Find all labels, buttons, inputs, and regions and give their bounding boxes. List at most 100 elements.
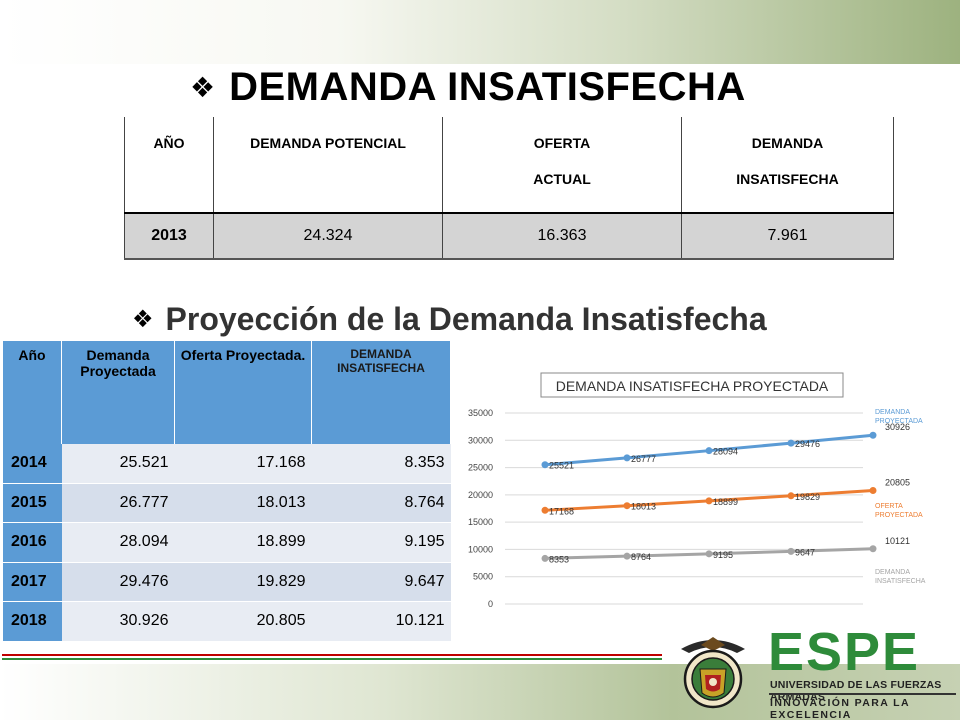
data-label: 30926	[885, 422, 910, 432]
cell-unmet: 8.353	[311, 444, 451, 484]
data-label: 19829	[795, 492, 820, 502]
y-tick-label: 0	[488, 599, 493, 609]
table-row: 2016 28.094 18.899 9.195	[3, 522, 451, 563]
legend-entry: OFERTA PROYECTADA	[875, 503, 923, 519]
cell-offer: 18.899	[174, 522, 312, 563]
cell-year: 2016	[3, 522, 62, 563]
section-title-text: Proyección de la Demanda Insatisfecha	[165, 300, 767, 337]
data-label: 28094	[713, 447, 738, 457]
data-point	[623, 454, 631, 462]
data-label: 10121	[885, 536, 910, 546]
col-header-unmet: DEMANDA INSATISFECHA	[311, 341, 451, 444]
cell-unmet: 8.764	[311, 483, 451, 523]
table-row: 2013 24.324 16.363 7.961	[124, 212, 894, 260]
data-point	[869, 545, 877, 553]
data-point	[541, 506, 549, 514]
table-header-row: Año Demanda Proyectada Oferta Proyectada…	[3, 341, 451, 444]
table-header-row: AÑO DEMANDA POTENCIAL OFERTA ACTUAL DEMAN…	[124, 117, 894, 213]
data-point	[869, 431, 877, 439]
cell-demand: 28.094	[61, 522, 175, 563]
col-header-year: AÑO	[124, 117, 214, 213]
university-motto: INNOVACIÓN PARA LA EXCELENCIA	[770, 697, 910, 721]
data-point	[623, 552, 631, 560]
chart-title: DEMANDA INSATISFECHA PROYECTADA	[556, 378, 829, 394]
data-label: 8764	[631, 552, 651, 562]
data-point	[541, 554, 549, 562]
chart-title-box	[540, 372, 844, 398]
table-row: 2015 26.777 18.013 8.764	[3, 483, 451, 523]
col-header-year: Año	[3, 341, 62, 444]
cell-offer: 16.363	[442, 212, 682, 260]
cell-demand: 25.521	[61, 444, 175, 484]
current-demand-table: AÑO DEMANDA POTENCIAL OFERTA ACTUAL DEMAN…	[124, 117, 894, 260]
legend-entry: DEMANDA INSATISFECHA	[875, 569, 926, 585]
cell-offer: 20.805	[174, 601, 312, 642]
col-header-demand: Demanda Proyectada	[61, 341, 175, 444]
table-row: 2018 30.926 20.805 10.121	[3, 601, 451, 642]
cell-demand: 26.777	[61, 483, 175, 523]
cell-offer: 19.829	[174, 562, 312, 602]
section-title: ❖ Proyección de la Demanda Insatisfecha	[132, 296, 767, 342]
cell-demand: 30.926	[61, 601, 175, 642]
cell-demand: 29.476	[61, 562, 175, 602]
col-header-potential: DEMANDA POTENCIAL	[213, 117, 443, 213]
green-separator-line	[2, 658, 662, 660]
data-label: 17168	[549, 506, 574, 516]
data-point	[705, 447, 713, 455]
data-label: 8353	[549, 554, 569, 564]
espe-logo-text: ESPE	[768, 622, 921, 682]
cell-unmet: 9.195	[311, 522, 451, 563]
y-tick-label: 15000	[468, 517, 493, 527]
data-label: 20805	[885, 477, 910, 487]
data-label: 26777	[631, 454, 656, 464]
data-point	[541, 461, 549, 469]
y-tick-label: 20000	[468, 490, 493, 500]
y-tick-label: 30000	[468, 435, 493, 445]
cell-offer: 17.168	[174, 444, 312, 484]
cell-unmet: 9.647	[311, 562, 451, 602]
logo-divider	[769, 693, 956, 695]
data-point	[705, 550, 713, 558]
cell-potential: 24.324	[213, 212, 443, 260]
data-point	[787, 492, 795, 500]
data-point	[787, 547, 795, 555]
projection-table: Año Demanda Proyectada Oferta Proyectada…	[3, 341, 451, 642]
y-tick-label: 10000	[468, 544, 493, 554]
col-header-unmet: DEMANDA INSATISFECHA	[681, 117, 894, 213]
bottom-gradient-band	[0, 664, 960, 720]
diamond-bullet-icon: ❖	[132, 305, 154, 333]
data-label: 9647	[795, 547, 815, 557]
cell-unmet: 10.121	[311, 601, 451, 642]
cell-year: 2015	[3, 483, 62, 523]
legend-entry: DEMANDA PROYECTADA	[875, 409, 923, 425]
cell-year: 2017	[3, 562, 62, 602]
cell-offer: 18.013	[174, 483, 312, 523]
y-tick-label: 5000	[473, 572, 493, 582]
diamond-bullet-icon: ❖	[190, 70, 216, 104]
cell-unmet: 7.961	[681, 212, 894, 260]
col-header-offer: Oferta Proyectada.	[174, 341, 312, 444]
cell-year: 2018	[3, 601, 62, 642]
slide-title: ❖ DEMANDA INSATISFECHA	[190, 62, 746, 112]
cell-year: 2013	[124, 212, 214, 260]
table-row: 2017 29.476 19.829 9.647	[3, 562, 451, 602]
data-label: 9195	[713, 550, 733, 560]
top-gradient-band	[0, 0, 960, 64]
data-label: 25521	[549, 461, 574, 471]
data-label: 18013	[631, 502, 656, 512]
data-point	[623, 502, 631, 510]
data-label: 29476	[795, 439, 820, 449]
y-tick-label: 35000	[468, 408, 493, 418]
data-point	[787, 439, 795, 447]
university-seal-icon	[681, 637, 745, 709]
data-point	[705, 497, 713, 505]
slide-title-text: DEMANDA INSATISFECHA	[229, 64, 746, 109]
col-header-offer: OFERTA ACTUAL	[442, 117, 682, 213]
projection-line-chart: DEMANDA INSATISFECHA PROYECTADA 0 5000 1000…	[468, 372, 926, 609]
red-separator-line	[2, 654, 662, 656]
table-row: 2014 25.521 17.168 8.353	[3, 444, 451, 484]
y-tick-label: 25000	[468, 463, 493, 473]
data-point	[869, 486, 877, 494]
data-label: 18899	[713, 497, 738, 507]
cell-year: 2014	[3, 444, 62, 484]
